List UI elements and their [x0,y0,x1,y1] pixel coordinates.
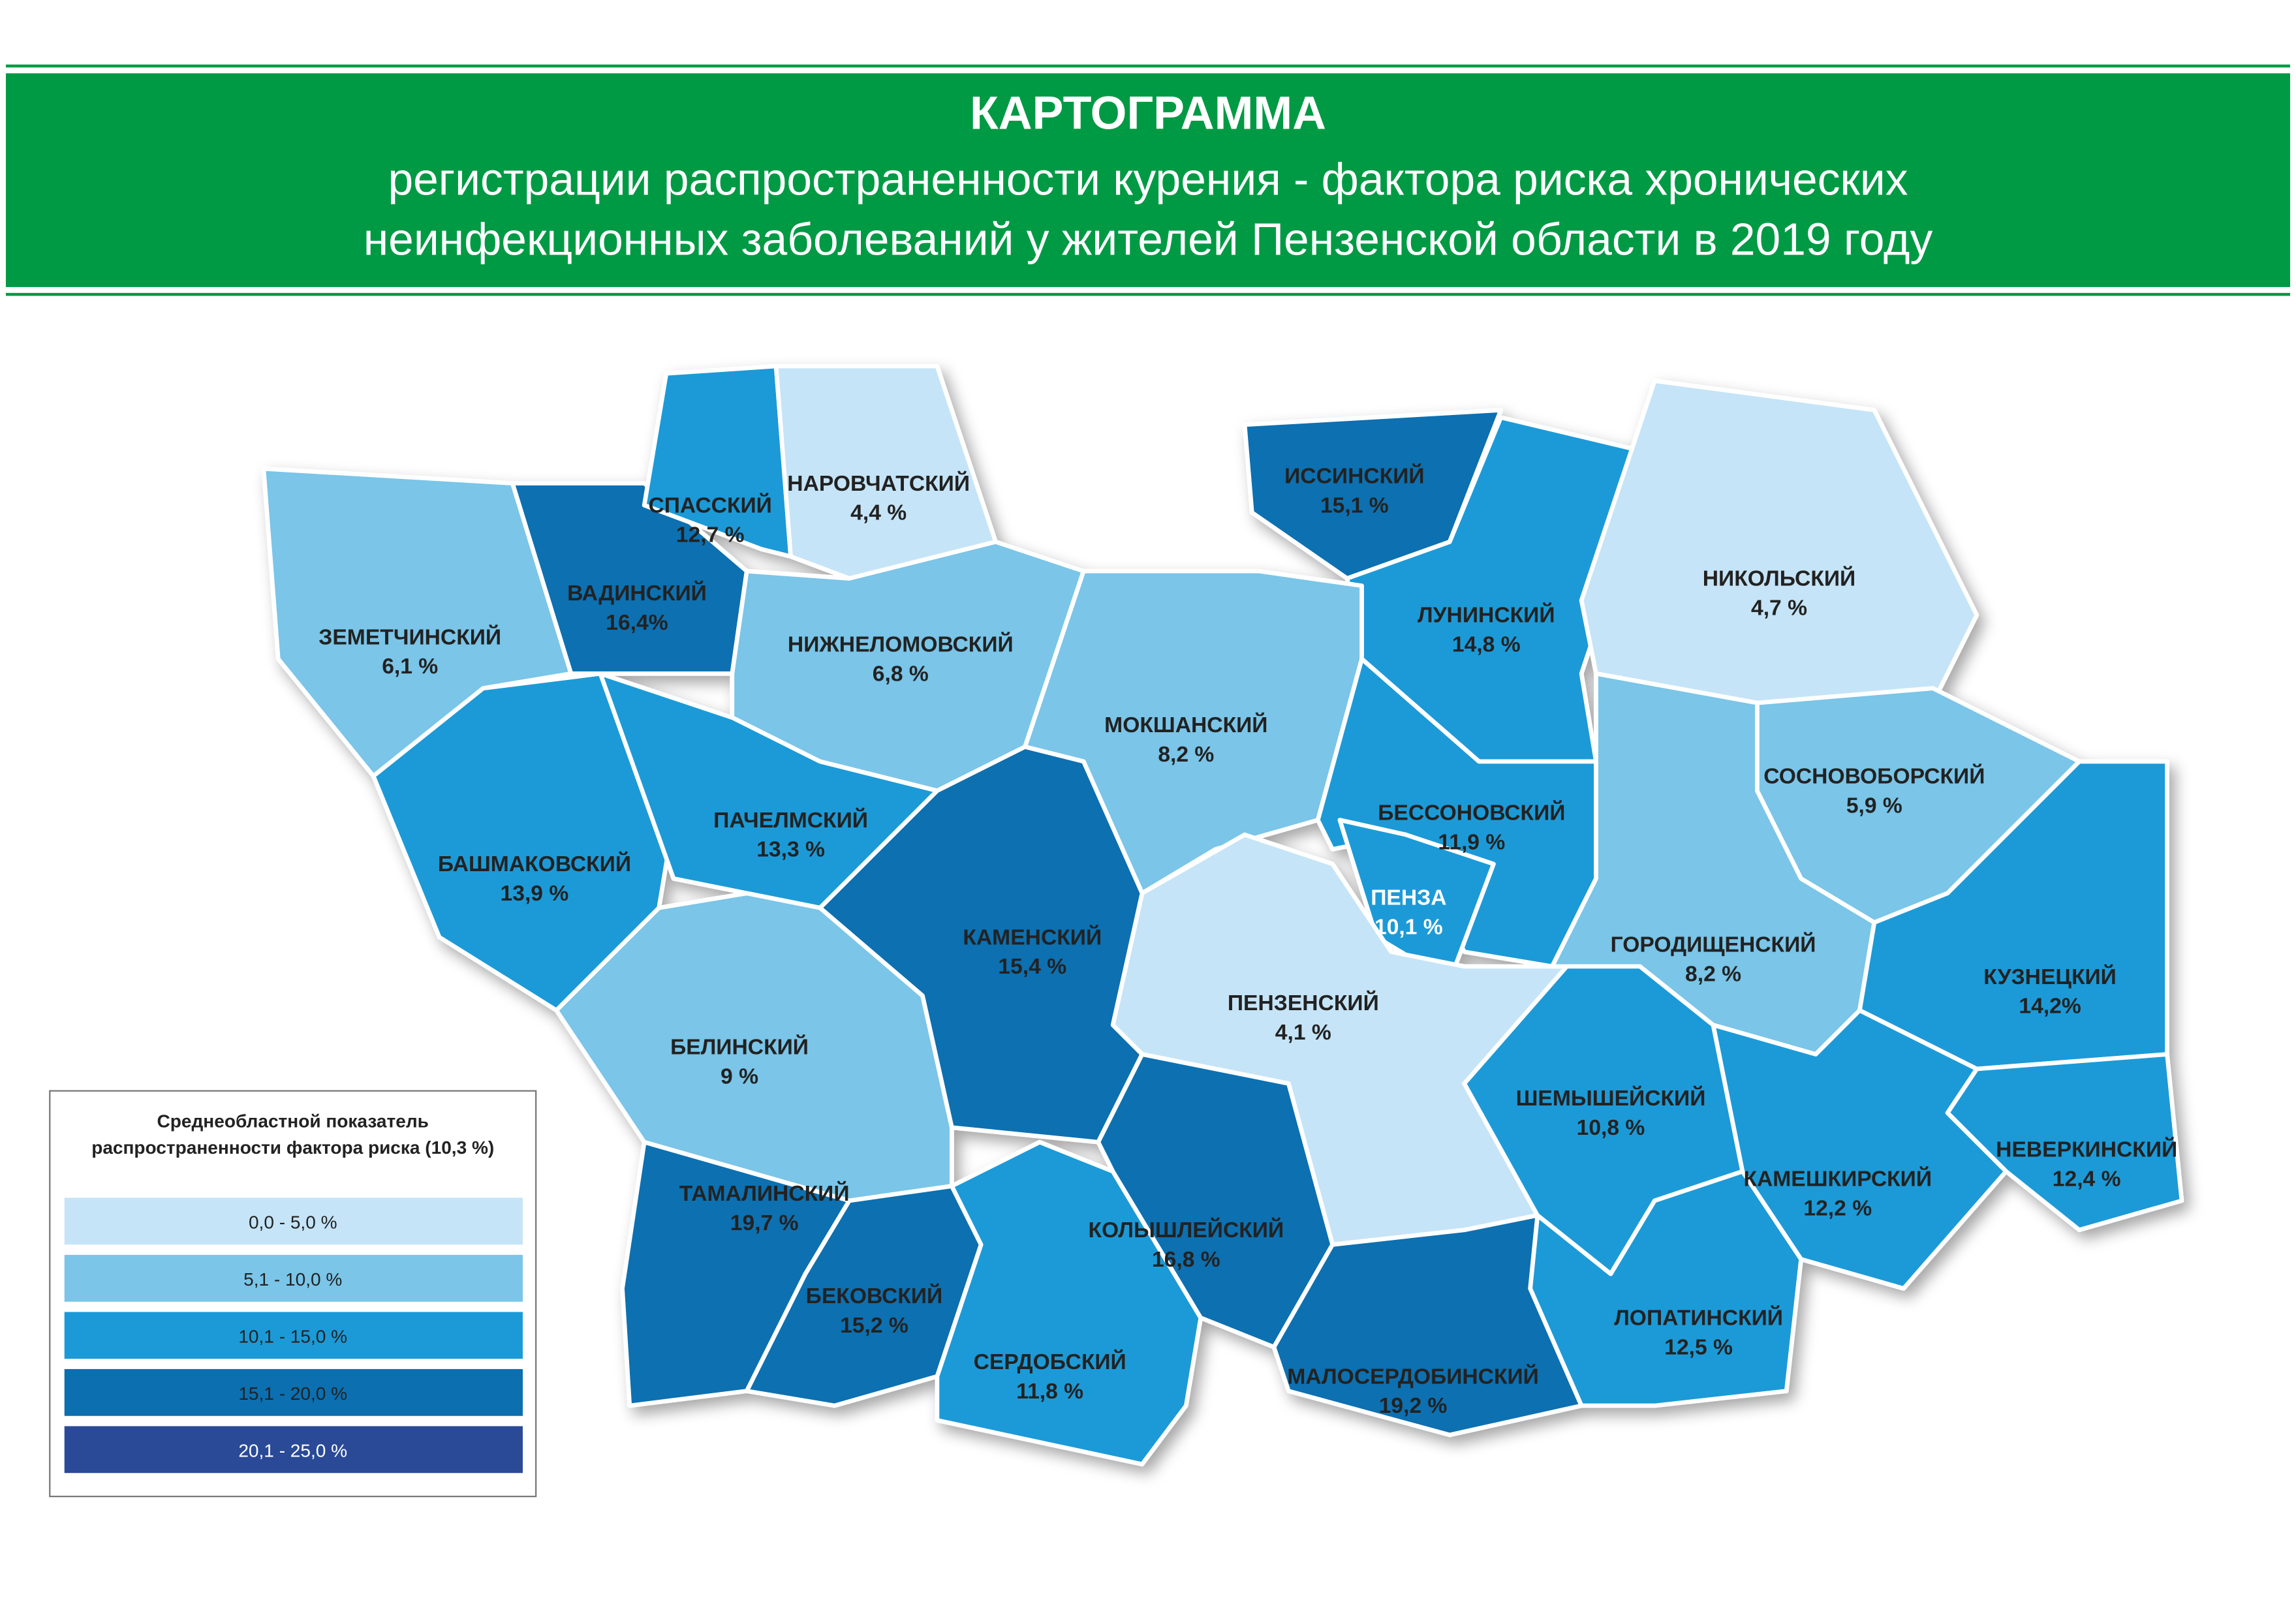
legend-swatch [64,1368,523,1416]
region-value: 10,1 % [1374,916,1443,940]
title: КАРТОГРАММА [970,87,1326,140]
region-value: 19,2 % [1379,1394,1448,1418]
region-value: 4,4 % [850,501,907,525]
region-value: 4,1 % [1275,1021,1331,1045]
region-value: 6,8 % [873,662,929,686]
region-name: СОСНОВОБОРСКИЙ [1763,763,1985,788]
region-value: 14,2% [2019,995,2081,1019]
region-value: 10,8 % [1577,1116,1645,1140]
region-value: 12,5 % [1664,1336,1733,1360]
legend-label: 15,1 - 20,0 % [238,1383,347,1404]
region-name: ЛОПАТИНСКИЙ [1614,1305,1783,1331]
legend-label: 0,0 - 5,0 % [249,1212,337,1233]
region-name: ИССИНСКИЙ [1284,463,1424,489]
region-name: ШЕМЫШЕЙСКИЙ [1516,1085,1706,1111]
region-name: КУЗНЕЦКИЙ [1983,964,2117,989]
region-value: 15,1 % [1320,493,1389,517]
legend-swatch [64,1312,523,1359]
region-value: 13,9 % [501,882,569,906]
region-name: ПЕНЗА [1371,886,1446,910]
region [642,363,793,559]
region-value: 11,9 % [1438,830,1505,854]
region-value: 5,9 % [1846,794,1902,818]
region-value: 13,3 % [756,838,825,862]
legend-swatch [64,1426,523,1474]
region-name: ПЕНЗЕНСКИЙ [1228,990,1379,1015]
region [1579,378,1979,705]
region-value: 12,7 % [676,523,745,547]
region-name: НАРОВЧАТСКИЙ [787,471,970,496]
region-name: БЕКОВСКИЙ [806,1283,943,1308]
region-name: МОКШАНСКИЙ [1104,712,1267,737]
region-name: БЕЛИНСКИЙ [670,1034,809,1060]
region-value: 15,4 % [998,955,1066,979]
legend-label: 10,1 - 15,0 % [238,1327,347,1347]
region-name: БЕССОНОВСКИЙ [1378,800,1565,826]
region [1315,656,1598,969]
subtitle: неинфекционных заболеваний у жителей Пен… [364,214,1933,265]
region-name: НИКОЛЬСКИЙ [1703,566,1855,591]
region-value: 8,2 % [1685,962,1741,986]
region-name: ЛУНИНСКИЙ [1418,602,1555,628]
region-value: 14,8 % [1452,633,1521,657]
region-name: МАЛОСЕРДОБИНСКИЙ [1287,1363,1539,1389]
region-name: КАМЕШКИРСКИЙ [1743,1166,1932,1191]
region-labels: ЗЕМЕТЧИНСКИЙ 6,1 % ВАДИНСКИЙ 16,4% СПАССКИЙ 1… [318,463,2177,1419]
region-name: ВАДИНСКИЙ [567,580,707,606]
region-value: 16,8 % [1152,1248,1220,1272]
region-name: СЕРДОБСКИЙ [974,1349,1126,1374]
region-value: 19,7 % [730,1211,799,1235]
region-name: СПАССКИЙ [648,492,771,517]
region-value: 8,2 % [1158,743,1214,767]
subtitle: регистрации распространенности курения -… [388,154,1908,205]
region-value: 15,2 % [840,1314,908,1338]
legend-swatch [64,1254,523,1302]
region-name: ГОРОДИЩЕНСКИЙ [1611,932,1816,957]
region-value: 16,4% [606,611,668,635]
region [1271,1212,1584,1438]
legend-label: 20,1 - 25,0 % [238,1441,347,1461]
region-name: ТАМАЛИНСКИЙ [679,1181,850,1206]
region-value: 12,4 % [2053,1167,2121,1191]
region-value: 6,1 % [382,655,438,679]
legend-title: Среднеобластной показатель [157,1111,429,1132]
region-name: НЕВЕРКИНСКИЙ [1996,1137,2177,1162]
region-name: ЗЕМЕТЧИНСКИЙ [318,624,501,649]
region-value: 9 % [721,1064,758,1088]
region-value: 12,2 % [1803,1196,1872,1220]
region-value: 4,7 % [1751,596,1807,620]
legend-title: распространенности фактора риска (10,3 %… [91,1137,494,1158]
region-name: НИЖНЕЛОМОВСКИЙ [788,632,1014,657]
region-name: БАШМАКОВСКИЙ [438,851,631,876]
region-name: КОЛЫШЛЕЙСКИЙ [1089,1217,1284,1243]
legend-swatch [64,1197,523,1245]
header-band [5,73,2291,287]
legend-label: 5,1 - 10,0 % [243,1269,342,1289]
region-name: ПАЧЕЛМСКИЙ [713,807,868,833]
legend: Среднеобластной показатель распространен… [49,1090,537,1498]
regions [261,363,2184,1467]
region-name: КАМЕНСКИЙ [963,924,1102,949]
region-value: 11,8 % [1016,1380,1083,1404]
region [935,1139,1203,1467]
